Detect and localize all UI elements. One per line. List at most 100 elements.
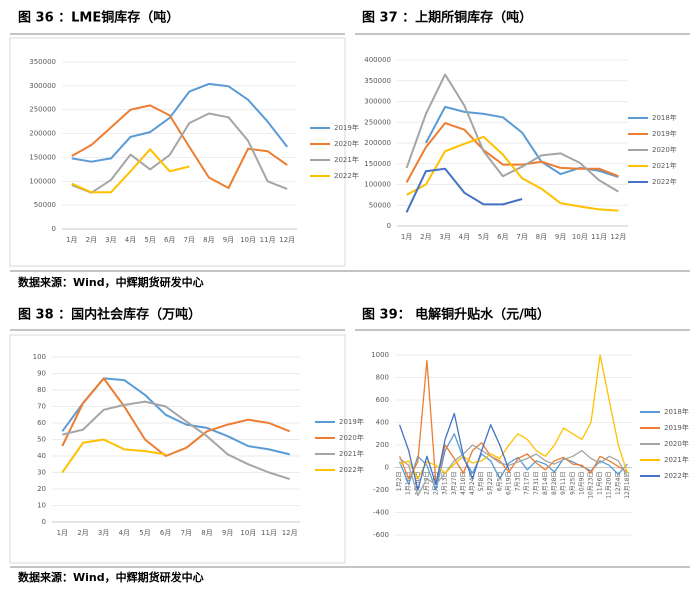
y-tick-label: 40 — [37, 452, 46, 460]
legend-label: 2018年 — [652, 113, 677, 122]
x-tick-label: 6月19日 — [505, 472, 512, 495]
y-tick-label: 100000 — [364, 181, 391, 189]
x-tick-label: 6月 — [160, 529, 171, 537]
x-tick-label: 3月27日 — [451, 472, 458, 495]
x-tick-label: 3月 — [439, 233, 450, 241]
y-tick-label: 300000 — [29, 82, 56, 90]
series-line — [398, 412, 510, 491]
y-tick-label: -200 — [373, 486, 389, 494]
y-tick-label: 10 — [37, 502, 46, 510]
x-tick-label: 3月 — [105, 236, 116, 244]
x-tick-label: 10月23日 — [587, 472, 594, 499]
x-tick-label: 12月 — [279, 236, 295, 244]
x-tick-label: 6月 — [497, 233, 508, 241]
x-tick-label: 1月 — [66, 236, 77, 244]
x-tick-label: 7月 — [184, 236, 195, 244]
legend-label: 2021年 — [339, 449, 364, 458]
x-tick-label: 9月 — [555, 233, 566, 241]
x-tick-label: 7月31日 — [533, 472, 540, 495]
x-tick-label: 6月 — [164, 236, 175, 244]
y-tick-label: 50 — [37, 436, 46, 444]
x-tick-label: 4月 — [459, 233, 470, 241]
series-line — [61, 438, 166, 474]
x-tick-label: 11月20日 — [606, 472, 613, 499]
x-tick-label: 3月13日 — [442, 472, 449, 495]
x-tick-label: 5月 — [478, 233, 489, 241]
legend-label: 2022年 — [339, 465, 364, 474]
x-tick-label: 8月 — [201, 529, 212, 537]
x-tick-label: 10月 — [240, 236, 256, 244]
x-tick-label: 8月14日 — [542, 472, 549, 495]
x-tick-label: 9月11日 — [560, 472, 567, 495]
source-note: 数据来源：Wind，中辉期货研发中心 — [18, 570, 204, 584]
x-tick-label: 7月3日 — [515, 472, 522, 492]
x-tick-label: 6月5日 — [496, 471, 503, 491]
x-tick-label: 4月 — [119, 529, 130, 537]
x-tick-label: 10月 — [240, 529, 256, 537]
series-line — [406, 135, 619, 212]
y-tick-label: 30 — [37, 469, 46, 477]
x-tick-label: 8月28日 — [551, 472, 558, 495]
chart-title: 图 36 ：LME铜库存（吨） — [18, 10, 179, 26]
legend-label: 2020年 — [334, 139, 359, 148]
x-tick-label: 5月 — [139, 529, 150, 537]
x-tick-label: 2月 — [77, 529, 88, 537]
x-tick-label: 12月 — [610, 233, 626, 241]
x-tick-label: 9月25日 — [569, 472, 576, 495]
y-tick-label: 800 — [376, 374, 389, 382]
y-tick-label: 60 — [37, 419, 46, 427]
y-tick-label: 0 — [387, 222, 391, 230]
series-line — [62, 400, 291, 481]
chart-title: 图 37 ：上期所铜库存（吨） — [362, 10, 532, 26]
y-tick-label: -400 — [373, 509, 389, 517]
legend-label: 2022年 — [664, 471, 689, 480]
x-tick-label: 3月 — [98, 529, 109, 537]
x-tick-label: 1月 — [57, 529, 68, 537]
series-line — [71, 148, 190, 194]
y-tick-label: 200000 — [364, 139, 391, 147]
x-tick-label: 5月22日 — [487, 472, 494, 495]
x-tick-label: 8月 — [536, 233, 547, 241]
legend-label: 2018年 — [664, 407, 689, 416]
y-tick-label: 90 — [37, 370, 46, 378]
y-tick-label: 400 — [376, 419, 389, 427]
series-line — [405, 73, 619, 193]
y-tick-label: 100000 — [29, 177, 56, 185]
legend-label: 2020年 — [652, 145, 677, 154]
x-tick-label: 12月18日 — [624, 472, 631, 499]
y-tick-label: 0 — [42, 518, 46, 526]
x-tick-label: 11月6日 — [597, 472, 604, 495]
legend-label: 2019年 — [652, 129, 677, 138]
y-tick-label: 400000 — [364, 56, 391, 64]
x-tick-label: 1月 — [401, 233, 412, 241]
y-tick-label: 20 — [37, 485, 46, 493]
y-tick-label: 150000 — [29, 153, 56, 161]
x-tick-label: 2月13日 — [423, 472, 430, 495]
y-tick-label: 1000 — [371, 351, 389, 359]
x-tick-label: 2月 — [420, 233, 431, 241]
x-tick-label: 1月30日 — [414, 472, 421, 495]
x-tick-label: 11月 — [260, 236, 276, 244]
y-tick-label: 0 — [52, 225, 56, 233]
x-tick-label: 4月10日 — [460, 472, 467, 495]
legend-label: 2020年 — [339, 433, 364, 442]
y-tick-label: 600 — [376, 396, 389, 404]
y-tick-label: 80 — [37, 386, 46, 394]
series-line — [61, 377, 291, 457]
legend-label: 2020年 — [664, 439, 689, 448]
x-tick-label: 1月2日 — [396, 472, 403, 492]
y-tick-label: 350000 — [29, 58, 56, 66]
x-tick-label: 4月24日 — [469, 472, 476, 495]
y-tick-label: 150000 — [364, 160, 391, 168]
y-tick-label: 50000 — [34, 201, 56, 209]
y-tick-label: 70 — [37, 403, 46, 411]
series-line — [71, 104, 288, 189]
x-tick-label: 7月 — [181, 529, 192, 537]
y-tick-label: 350000 — [364, 77, 391, 85]
source-note: 数据来源：Wind，中辉期货研发中心 — [18, 275, 204, 289]
legend-label: 2019年 — [664, 423, 689, 432]
x-tick-label: 12月 — [282, 529, 298, 537]
y-tick-label: 250000 — [364, 118, 391, 126]
x-tick-label: 10月9日 — [578, 472, 585, 495]
legend-label: 2022年 — [652, 177, 677, 186]
